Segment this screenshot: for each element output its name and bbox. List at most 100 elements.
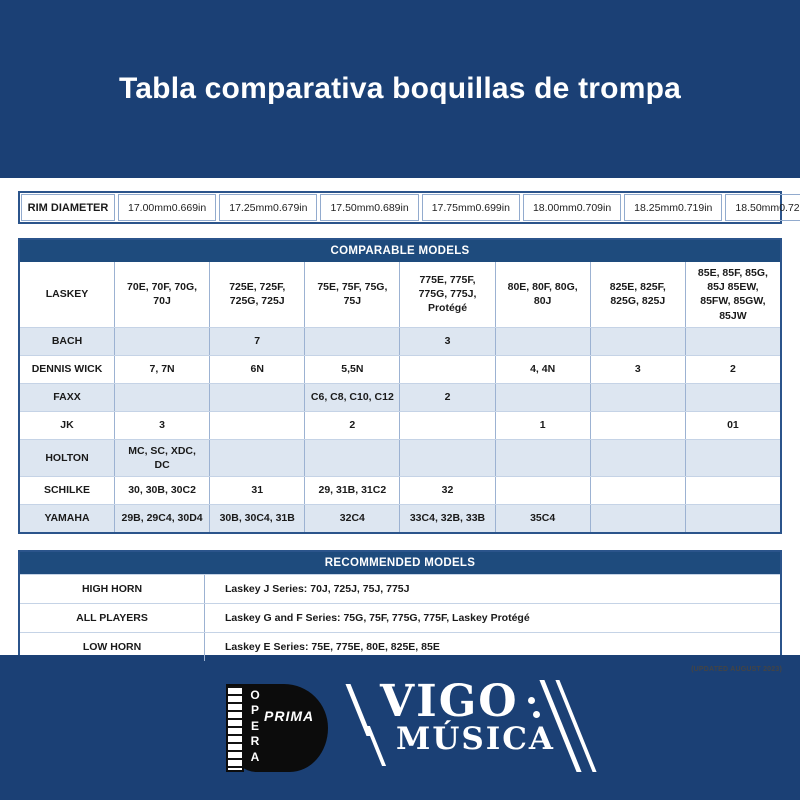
rim-mm-value: 17.50mm	[330, 201, 375, 214]
table-row: YAMAHA 29B, 29C4, 30D4 30B, 30C4, 31B 32C4 3…	[20, 504, 780, 533]
model-cell: 2	[304, 411, 399, 439]
recommended-value: Laskey E Series: 75E, 775E, 80E, 825E, 8…	[225, 641, 440, 654]
model-cell	[399, 411, 494, 439]
model-cell	[684, 477, 780, 505]
brand-cell: SCHILKE	[43, 484, 91, 497]
rim-diameter-label: RIM DIAMETER	[21, 194, 115, 221]
model-cell: 70E, 70F, 70G, 70J	[114, 262, 209, 327]
model-cell	[114, 327, 209, 355]
model-cell	[684, 383, 780, 411]
model-cell: 31	[209, 477, 304, 505]
brand-cell: YAMAHA	[44, 512, 90, 525]
model-cell	[589, 477, 685, 505]
table-row: LASKEY 70E, 70F, 70G, 70J 725E, 725F, 725G…	[20, 262, 780, 327]
table-row: FAXX C6, C8, C10, C12 2	[20, 382, 780, 411]
model-cell	[494, 327, 590, 355]
musica-logo-text: MÚSICA	[396, 720, 555, 757]
rim-diameter-table: RIM DIAMETER 17.00mm 0.669in 17.25mm 0.679i…	[18, 191, 800, 224]
model-cell	[304, 327, 399, 355]
model-cell	[209, 383, 304, 411]
model-cell	[684, 439, 780, 477]
model-cell	[399, 355, 494, 383]
rim-value-cell: 17.25mm 0.679in	[219, 194, 318, 221]
model-cell: 3	[399, 327, 494, 355]
recommended-models-body: HIGH HORN Laskey J Series: 70J, 725J, 75J…	[20, 574, 780, 662]
table-row: HOLTON MC, SC, XDC, DC	[20, 438, 780, 477]
piano-icon	[232, 683, 328, 772]
model-cell	[209, 439, 304, 477]
recommended-label: HIGH HORN	[20, 575, 205, 604]
rim-in-value: 0.709in	[576, 201, 612, 214]
rim-value-cell: 18.00mm 0.709in	[522, 194, 622, 221]
comparable-models-table: COMPARABLE MODELS LASKEY 70E, 70F, 70G, 7…	[18, 238, 782, 535]
model-cell: 2	[399, 383, 494, 411]
opera-logo-text: O P E R A	[250, 687, 260, 764]
comparable-models-header: COMPARABLE MODELS	[20, 240, 780, 262]
model-cell: 3	[589, 355, 685, 383]
recommended-models-header: RECOMMENDED MODELS	[20, 552, 780, 575]
brand-cell: BACH	[51, 335, 83, 348]
model-cell	[494, 439, 590, 477]
table-row: BACH 7 3	[20, 326, 780, 355]
model-cell	[209, 411, 304, 439]
rim-mm-value: 17.75mm	[431, 201, 476, 214]
model-cell: 825E, 825F, 825G, 825J	[589, 262, 685, 327]
brand-cell: HOLTON	[45, 451, 89, 464]
model-cell: 7	[209, 327, 304, 355]
rim-mm-value: 17.00mm	[128, 201, 172, 214]
vigo-logo-text: VIGO	[380, 675, 519, 727]
model-cell: 30, 30B, 30C2	[114, 477, 209, 505]
slash-icon	[365, 725, 387, 766]
model-cell	[399, 439, 494, 477]
rim-value-cell: 17.50mm 0.689in	[320, 194, 419, 221]
model-cell	[589, 327, 685, 355]
recommended-models-table: RECOMMENDED MODELS HIGH HORN Laskey J Ser…	[18, 550, 782, 664]
model-cell: 3	[114, 411, 209, 439]
rim-in-value: 0.719in	[677, 201, 713, 214]
model-cell: 29B, 29C4, 30D4	[114, 505, 209, 533]
recommended-value: Laskey J Series: 70J, 725J, 75J, 775J	[225, 583, 410, 596]
vigo-musica-logo: VIGO MÚSICA	[345, 675, 597, 776]
model-cell: 775E, 775F, 775G, 775J, Protégé	[399, 262, 494, 327]
rim-value-cell: 18.25mm 0.719in	[624, 194, 723, 221]
model-cell: C6, C8, C10, C12	[304, 383, 399, 411]
main-content: RIM DIAMETER 17.00mm 0.669in 17.25mm 0.679i…	[0, 178, 800, 673]
model-cell: MC, SC, XDC, DC	[114, 439, 209, 477]
model-cell	[684, 505, 780, 533]
model-cell: 32C4	[304, 505, 399, 533]
table-row: JK 3 2 1 01	[20, 410, 780, 439]
rim-mm-value: 18.50mm	[735, 201, 780, 214]
model-cell	[494, 383, 590, 411]
model-cell: 7, 7N	[114, 355, 209, 383]
model-cell: 2	[684, 355, 780, 383]
prima-opera-logo: O P E R A PRIMA	[218, 682, 330, 774]
model-cell	[114, 383, 209, 411]
model-cell: 30B, 30C4, 31B	[209, 505, 304, 533]
brand-cell: LASKEY	[45, 288, 89, 301]
title-band: Tabla comparativa boquillas de trompa	[0, 0, 800, 178]
table-row: DENNIS WICK 7, 7N 6N 5,5N 4, 4N 3 2	[20, 354, 780, 383]
rim-in-value: 0.669in	[171, 201, 207, 214]
rim-mm-value: 18.25mm	[634, 201, 678, 214]
rim-value-cell: 17.75mm 0.699in	[421, 194, 520, 221]
model-cell	[494, 477, 590, 505]
footer-band: O P E R A PRIMA VIGO MÚSICA	[0, 655, 800, 800]
rim-in-value: 0.728in	[779, 201, 800, 214]
table-row: LOW HORN Laskey E Series: 75E, 775E, 80E,…	[20, 632, 780, 662]
rim-mm-value: 17.25mm	[229, 201, 274, 214]
table-row: ALL PLAYERS Laskey G and F Series: 75G, 7…	[20, 603, 780, 633]
model-cell: 725E, 725F, 725G, 725J	[209, 262, 304, 327]
rim-in-value: 0.699in	[475, 201, 510, 214]
rim-in-value: 0.679in	[273, 201, 308, 214]
model-cell: 6N	[209, 355, 304, 383]
rim-in-value: 0.689in	[374, 201, 409, 214]
table-row: HIGH HORN Laskey J Series: 70J, 725J, 75J…	[20, 574, 780, 604]
model-cell: 29, 31B, 31C2	[304, 477, 399, 505]
prima-logo-text: PRIMA	[264, 707, 315, 724]
rim-value-cell: 17.00mm 0.669in	[118, 194, 217, 221]
model-cell: 32	[399, 477, 494, 505]
comparable-models-body: LASKEY 70E, 70F, 70G, 70J 725E, 725F, 725G…	[20, 262, 780, 533]
model-cell	[589, 439, 685, 477]
model-cell: 80E, 80F, 80G, 80J	[494, 262, 590, 327]
model-cell: 1	[494, 411, 590, 439]
